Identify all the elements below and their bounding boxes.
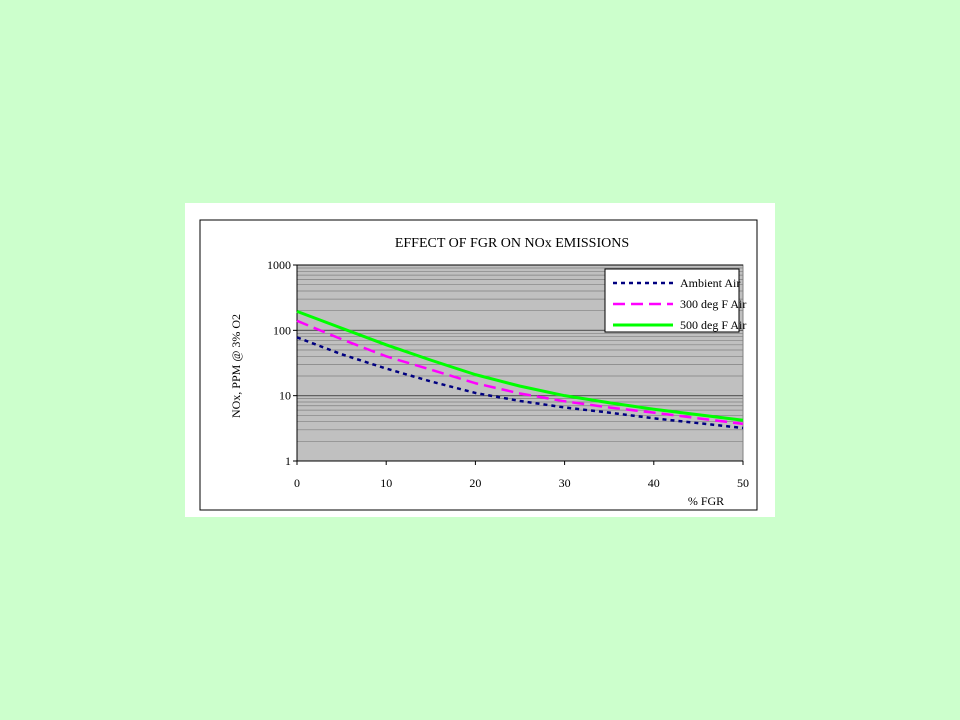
chart-title: EFFECT OF FGR ON NOx EMISSIONS: [395, 236, 629, 251]
axes: 1 10 100 1000 0 10 20 30 40 50: [267, 258, 749, 490]
series-line-2: [296, 319, 744, 426]
y-tick-label: 1: [285, 454, 291, 468]
series-line-1: [296, 336, 744, 430]
x-tick-label: 40: [648, 476, 660, 490]
x-axis-title: % FGR: [688, 494, 724, 508]
legend-label-3: 500 deg F Air: [680, 318, 746, 332]
x-tick-label: 10: [380, 476, 392, 490]
x-tick-label: 0: [294, 476, 300, 490]
chart-card: EFFECT OF FGR ON NOx EMISSIONS 1 10 100 100…: [185, 203, 775, 517]
x-tick-label: 20: [469, 476, 481, 490]
legend: Ambient Air 300 deg F Air 500 deg F Air: [604, 268, 746, 333]
series-line-3: [296, 309, 744, 422]
y-tick-label: 1000: [267, 258, 291, 272]
legend-box: [604, 268, 740, 333]
x-tick-label: 50: [737, 476, 749, 490]
x-tick-label: 30: [559, 476, 571, 490]
series-layer: [296, 309, 744, 430]
chart-svg: EFFECT OF FGR ON NOx EMISSIONS 110100100…: [199, 219, 758, 511]
legend-label-2: 300 deg F Air: [680, 297, 746, 311]
y-tick-label: 100: [273, 323, 291, 337]
y-axis-title: NOx, PPM @ 3% O2: [229, 314, 243, 418]
legend-label-1: Ambient Air: [680, 276, 740, 290]
y-tick-label: 10: [279, 389, 291, 403]
